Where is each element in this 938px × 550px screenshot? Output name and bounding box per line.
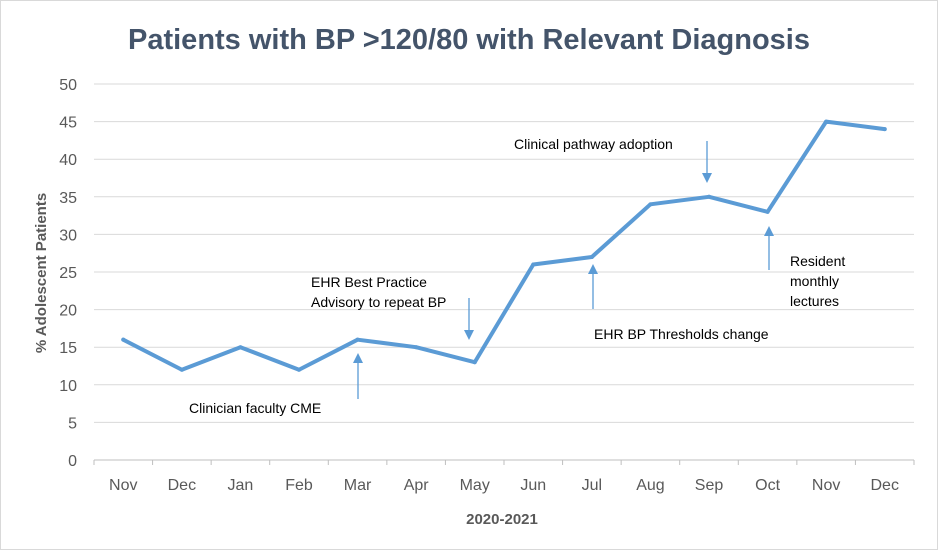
annotation-text: Resident: [790, 253, 845, 269]
annotation-arrow-head: [353, 353, 363, 363]
data-point: [531, 262, 536, 267]
data-point: [121, 337, 126, 342]
y-axis-ticks: 0 5 10 15 20 25 30 35 40 45 50: [59, 77, 77, 470]
x-tick-label: Oct: [755, 477, 780, 494]
y-tick-label: 20: [59, 303, 77, 320]
annotation-text: Clinical pathway adoption: [514, 136, 673, 152]
x-axis-ticks: Nov Dec Jan Feb Mar Apr May Jun Jul Aug Sep Oct Nov D…: [109, 477, 899, 494]
y-tick-label: 45: [59, 115, 77, 132]
x-tick-label: Mar: [344, 477, 372, 494]
data-point: [472, 360, 477, 365]
series-line: [121, 119, 887, 372]
x-tick-label: Aug: [636, 477, 664, 494]
chart-title: Patients with BP >120/80 with Relevant D…: [128, 24, 810, 56]
annotation-arrow-head: [702, 173, 712, 183]
y-tick-label: 40: [59, 152, 77, 169]
annotation-text: monthly: [790, 273, 839, 289]
y-tick-label: 15: [59, 340, 77, 357]
annotation-text: EHR BP Thresholds change: [594, 326, 769, 342]
annotation-arrow-head: [764, 226, 774, 236]
annotation: Clinician faculty CME: [189, 353, 363, 416]
y-axis-title: % Adolescent Patients: [33, 193, 50, 353]
annotation: Resident monthly lectures: [764, 226, 845, 309]
data-point: [765, 209, 770, 214]
x-tick-label: Sep: [695, 477, 724, 494]
y-tick-label: 0: [68, 453, 77, 470]
x-tick-label: Jan: [228, 477, 254, 494]
x-tick-label: Nov: [109, 477, 137, 494]
data-point: [824, 119, 829, 124]
annotation-arrow-head: [588, 264, 598, 274]
x-tick-label: May: [460, 477, 490, 494]
data-point: [238, 345, 243, 350]
annotation-text: Advisory to repeat BP: [311, 294, 446, 310]
x-tick-label: Apr: [404, 477, 430, 494]
x-tick-label: Dec: [168, 477, 196, 494]
x-tick-label: Jun: [520, 477, 546, 494]
y-tick-label: 10: [59, 378, 77, 395]
x-tick-label: Dec: [870, 477, 898, 494]
y-tick-label: 25: [59, 265, 77, 282]
data-point: [707, 194, 711, 199]
annotation-text: Clinician faculty CME: [189, 400, 321, 416]
data-point: [297, 367, 301, 372]
annotation: Clinical pathway adoption: [514, 136, 712, 183]
data-point: [355, 337, 360, 342]
y-tick-label: 30: [59, 227, 77, 244]
data-point: [179, 367, 184, 372]
annotation: EHR Best Practice Advisory to repeat BP: [311, 274, 474, 340]
data-point: [882, 127, 887, 132]
y-tick-label: 5: [68, 415, 77, 432]
y-tick-label: 50: [59, 77, 77, 94]
annotations: Clinician faculty CME EHR Best Practice Ad…: [189, 136, 845, 416]
x-tick-label: Jul: [582, 477, 602, 494]
annotation-text: lectures: [790, 293, 839, 309]
data-point: [414, 345, 419, 350]
data-point: [648, 202, 653, 207]
y-tick-label: 35: [59, 190, 77, 207]
annotation-text: EHR Best Practice: [311, 274, 427, 290]
annotation: EHR BP Thresholds change: [588, 264, 769, 342]
data-series: [121, 119, 887, 372]
annotation-arrow-head: [464, 330, 474, 340]
x-tick-label: Nov: [812, 477, 840, 494]
data-point: [589, 254, 594, 259]
x-tick-label: Feb: [285, 477, 313, 494]
x-axis-title: 2020-2021: [466, 511, 538, 528]
